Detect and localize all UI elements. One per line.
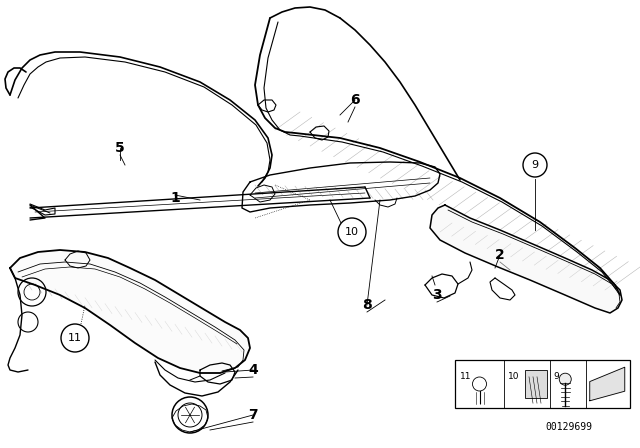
Polygon shape	[589, 367, 625, 401]
Text: 11: 11	[460, 372, 472, 381]
Bar	[455, 360, 630, 408]
Circle shape	[559, 373, 572, 385]
Circle shape	[523, 153, 547, 177]
Text: 5: 5	[115, 141, 125, 155]
Polygon shape	[10, 250, 250, 373]
Text: 3: 3	[432, 288, 442, 302]
Text: 8: 8	[362, 298, 372, 312]
Text: 4: 4	[248, 363, 258, 377]
Text: 00129699: 00129699	[545, 422, 592, 432]
Polygon shape	[430, 205, 622, 313]
Text: 9: 9	[553, 372, 559, 381]
Text: 10: 10	[345, 227, 359, 237]
Circle shape	[61, 324, 89, 352]
Text: 2: 2	[495, 248, 505, 262]
Text: 11: 11	[68, 333, 82, 343]
Circle shape	[338, 218, 366, 246]
Text: 6: 6	[350, 93, 360, 107]
Text: 1: 1	[170, 191, 180, 205]
Text: 9: 9	[531, 160, 539, 170]
Text: 10: 10	[508, 372, 519, 381]
Text: 7: 7	[248, 408, 258, 422]
Bar	[525, 370, 547, 398]
